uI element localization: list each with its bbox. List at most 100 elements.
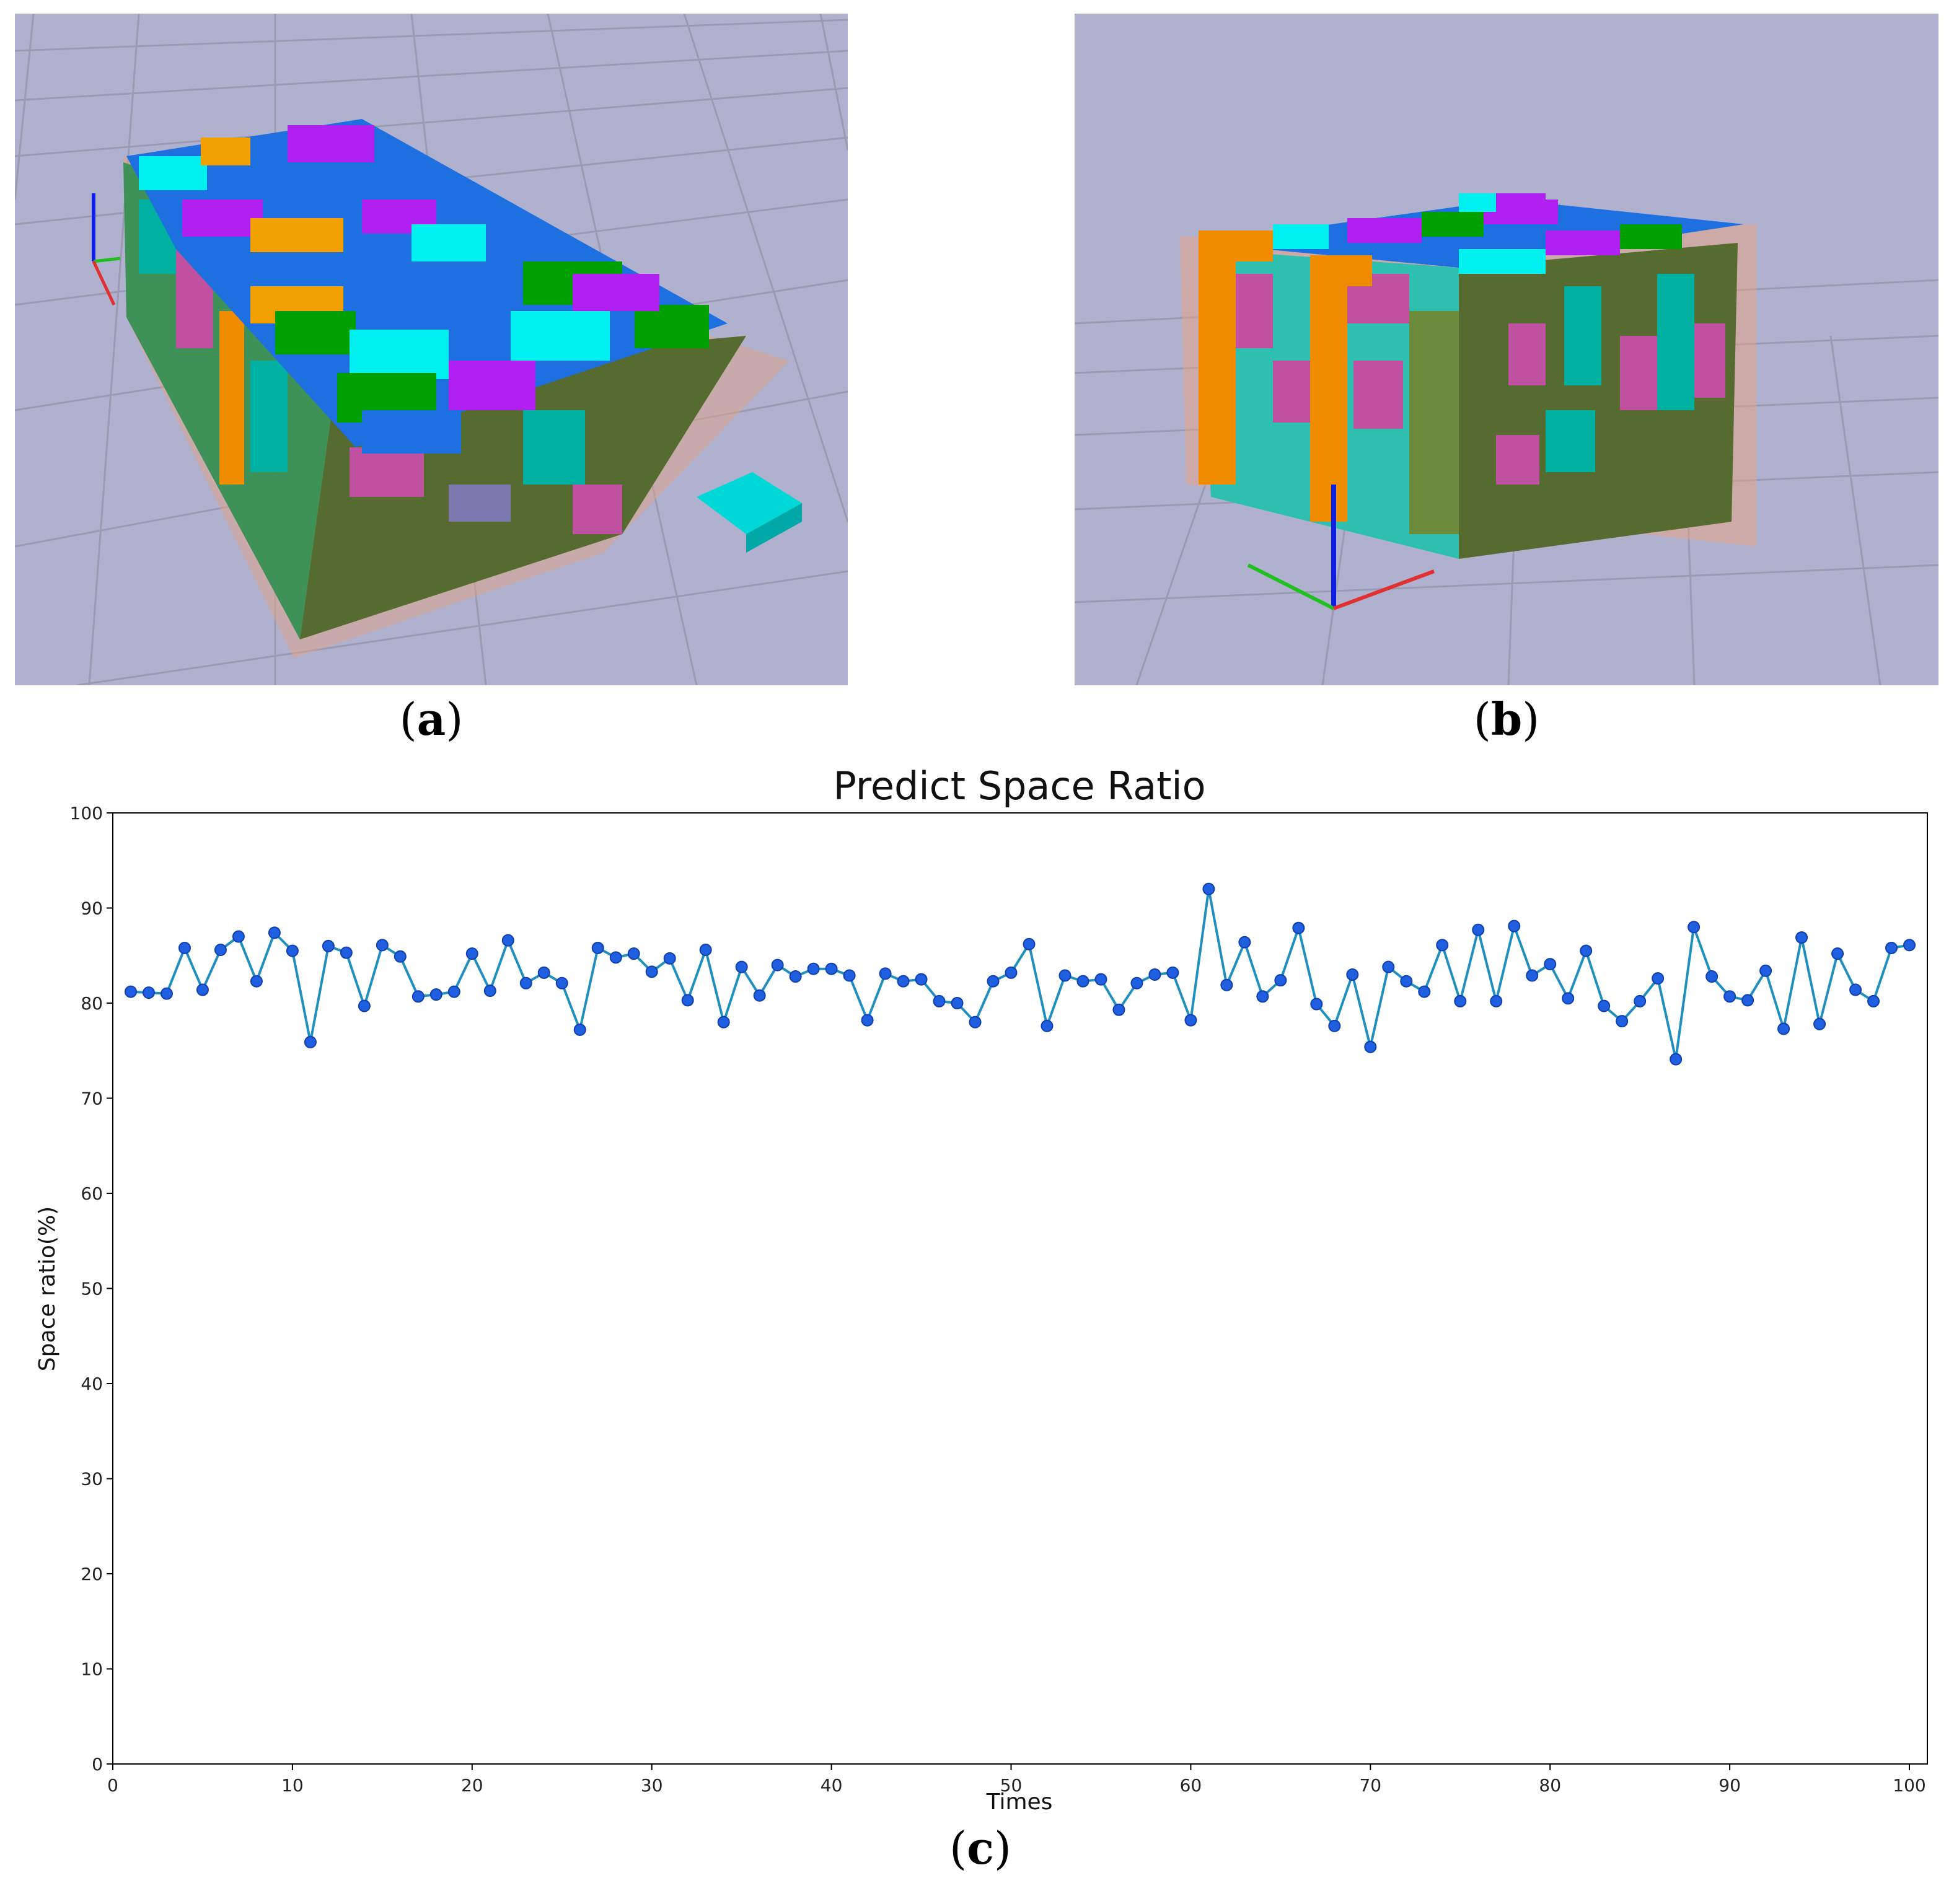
data-point [1562,992,1575,1005]
data-point [1795,931,1808,944]
data-point [1472,923,1485,936]
caption-a-letter: a [416,693,446,745]
data-point [1005,966,1018,979]
data-point [124,985,137,998]
y-tick-label: 60 [81,1183,103,1204]
data-point [1041,1019,1054,1032]
data-point [1220,978,1233,991]
data-point [160,987,173,1000]
data-point [1490,994,1503,1007]
chart-svg: Predict Space Ratio 0 10 20 30 40 50 60 70 80 90 1… [35,763,1928,1815]
y-tick-label: 70 [81,1089,103,1109]
data-point [1508,919,1521,932]
data-point [573,1023,586,1036]
x-tick-label: 80 [1539,1775,1561,1796]
data-point [1849,983,1862,996]
data-point [142,986,155,999]
data-point [645,965,658,978]
data-point [483,985,496,998]
y-tick-label: 80 [81,993,103,1014]
x-tick-label: 100 [1893,1775,1925,1796]
axis-y [93,257,121,263]
y-tick-label: 90 [81,898,103,919]
axis-x [92,260,116,306]
data-point [1184,1014,1197,1027]
y-axis: 0 10 20 30 40 50 60 70 80 90 100 [70,803,113,1775]
data-point [861,1014,874,1027]
space-ratio-chart: Predict Space Ratio 0 10 20 30 40 50 60 70 80 90 1… [0,744,1954,1822]
data-point [1238,936,1251,949]
packing-scene-a-drawing [15,14,848,685]
data-point [951,997,964,1009]
data-point [555,976,568,989]
data-point [1580,944,1593,957]
caption-c: (c) [949,1822,1012,1874]
packing-scene-b-image [1075,14,1939,685]
data-point [1759,964,1772,977]
caption-a: (a) [399,693,464,745]
data-point [771,959,784,972]
x-axis-title: Times [986,1789,1053,1815]
data-point [789,970,802,983]
data-point [465,947,478,960]
front-face-blocks [1199,249,1725,534]
top-surface-blocks [139,125,709,454]
data-point [1454,994,1467,1007]
data-point [1292,921,1305,934]
data-point [1166,966,1179,979]
data-point [537,966,550,979]
data-point [1310,998,1323,1011]
data-point [1688,921,1701,934]
axis-x [1332,569,1435,610]
data-point [1652,972,1665,985]
front-face-blocks [139,200,622,534]
data-point [304,1035,317,1048]
data-point [196,983,209,996]
x-axis: 0 10 20 30 40 50 60 70 80 90 100 [107,1764,1926,1796]
x-tick-label: 10 [281,1775,304,1796]
y-tick-label: 30 [81,1469,103,1489]
data-point [1274,974,1287,987]
data-point [933,994,946,1007]
data-point [178,941,191,954]
data-point [1634,994,1647,1007]
data-point [1256,990,1269,1003]
data-point [1616,1015,1629,1028]
packing-scene-b-drawing [1075,14,1939,685]
data-point [429,988,442,1001]
data-point [1148,968,1161,981]
data-point [1670,1053,1683,1066]
data-point [1705,970,1719,983]
chart-title: Predict Space Ratio [833,763,1205,809]
packing-scene-a-image [15,14,848,685]
data-point [394,950,407,963]
data-point [232,930,245,943]
data-point [1418,985,1431,998]
data-point [879,967,892,980]
data-point [1364,1040,1377,1053]
data-point [214,944,227,957]
series-line [130,888,1910,1060]
caption-b: (b) [1473,693,1540,745]
data-point [753,989,766,1002]
data-point [1544,958,1557,971]
x-tick-label: 40 [821,1775,843,1796]
data-point [1023,937,1036,950]
y-tick-label: 20 [81,1564,103,1584]
x-tick-label: 50 [1000,1775,1023,1796]
data-point [322,939,335,952]
data-point [969,1016,982,1029]
data-point [1436,939,1449,952]
data-point [1831,947,1844,960]
data-point [1903,939,1916,952]
y-tick-label: 50 [81,1279,103,1299]
data-point [1526,969,1539,982]
x-tick-label: 30 [641,1775,663,1796]
data-point [1328,1019,1341,1032]
x-tick-label: 70 [1359,1775,1381,1796]
data-point [1094,973,1107,986]
data-point [376,939,389,952]
data-point [1741,994,1754,1007]
loose-box [697,472,802,534]
y-tick-label: 100 [70,803,103,823]
